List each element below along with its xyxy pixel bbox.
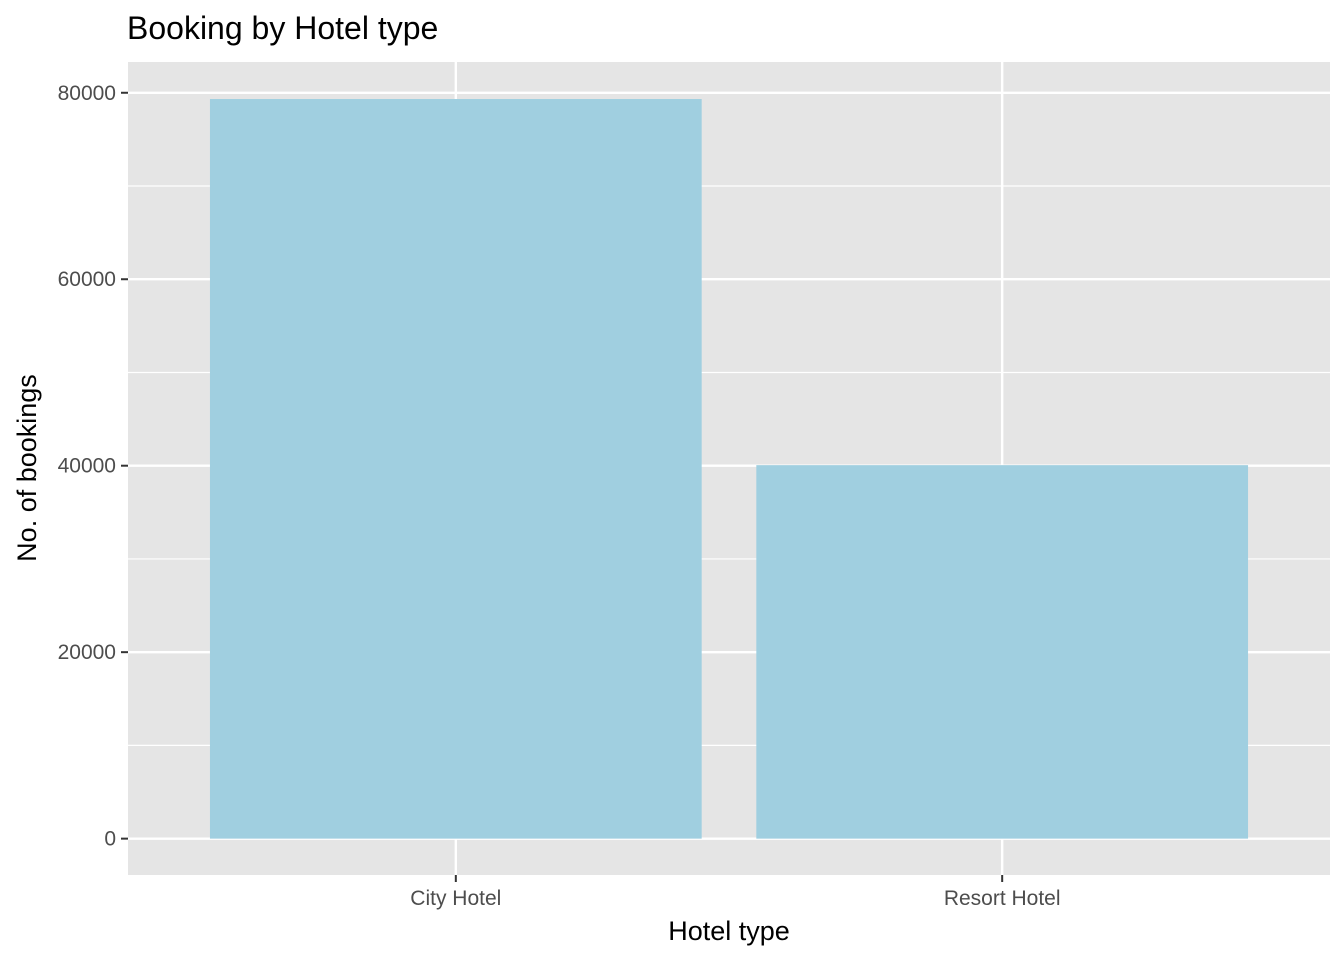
y-axis-title: No. of bookings: [12, 374, 42, 562]
chart-title: Booking by Hotel type: [127, 10, 438, 46]
y-tick-label: 40000: [58, 455, 116, 478]
x-tick-label: City Hotel: [410, 887, 501, 910]
y-tick-label: 0: [104, 828, 116, 851]
bar-resort-hotel: [756, 465, 1249, 839]
y-tick-label: 60000: [58, 268, 116, 291]
x-axis: City Hotel Resort Hotel: [410, 875, 1061, 910]
bar-city-hotel: [209, 99, 702, 839]
y-axis: 0 20000 40000 60000 80000: [58, 82, 128, 851]
y-tick-label: 80000: [58, 82, 116, 105]
x-tick-label: Resort Hotel: [944, 887, 1061, 910]
x-axis-title: Hotel type: [668, 916, 790, 946]
y-tick-label: 20000: [58, 641, 116, 664]
bars: [209, 99, 1249, 839]
